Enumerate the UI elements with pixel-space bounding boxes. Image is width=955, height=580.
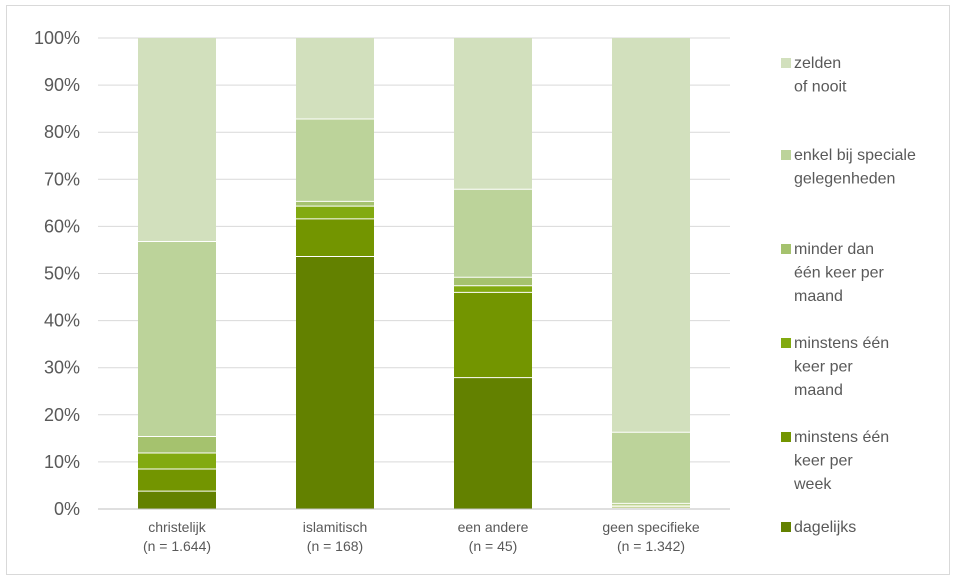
bar-segment	[138, 452, 216, 469]
x-tick-label: christelijk (n = 1.644)	[143, 519, 211, 554]
legend-swatch	[781, 244, 791, 254]
legend-label: minder dan één keer per maand	[794, 241, 885, 305]
bar-segment	[296, 218, 374, 257]
y-tick-label: 50%	[44, 264, 80, 284]
bar-segment	[138, 241, 216, 437]
bar-segment	[138, 491, 216, 509]
y-tick-label: 30%	[44, 358, 80, 378]
legend-item: enkel bij speciale gelegenheden	[781, 147, 916, 188]
bar-segment	[612, 506, 690, 509]
legend-label: enkel bij speciale gelegenheden	[794, 147, 916, 188]
legend-label: dagelijks	[794, 519, 856, 536]
y-tick-label: 20%	[44, 405, 80, 425]
legend-swatch	[781, 522, 791, 532]
bar-segment	[454, 377, 532, 509]
legend-label: zelden of nooit	[794, 55, 847, 96]
x-tick-label: islamitisch (n = 168)	[303, 519, 368, 554]
x-tick-label: een andere (n = 45)	[458, 519, 529, 554]
bar-segment	[296, 206, 374, 219]
bar-segment	[138, 38, 216, 242]
y-tick-label: 90%	[44, 75, 80, 95]
legend-item: dagelijks	[781, 519, 856, 536]
legend: zelden of nooit enkel bij speciale gelegenh…	[781, 55, 916, 536]
y-tick-label: 100%	[34, 28, 80, 48]
x-tick-label: geen specifieke (n = 1.342)	[602, 519, 700, 554]
bar-segment	[454, 277, 532, 286]
y-tick-label: 60%	[44, 216, 80, 236]
legend-item: minstens één keer per maand	[781, 335, 889, 399]
y-tick-label: 40%	[44, 311, 80, 331]
bar-segment	[296, 256, 374, 509]
bar-segment	[138, 468, 216, 492]
bar-segment	[138, 436, 216, 453]
legend-label: minstens één keer per week	[793, 429, 889, 493]
y-tick-label: 10%	[44, 452, 80, 472]
bar-segment	[296, 119, 374, 202]
bar-segment	[612, 38, 690, 433]
y-tick-label: 70%	[44, 169, 80, 189]
bar-segment	[612, 505, 690, 507]
bar-segment	[454, 38, 532, 190]
bar-segment	[296, 38, 374, 120]
bar-segment	[454, 285, 532, 293]
legend-label: minstens één keer per maand	[794, 335, 889, 399]
legend-item: zelden of nooit	[781, 55, 847, 96]
legend-item: minstens één keer per week	[781, 429, 889, 493]
bar-segment	[612, 432, 690, 504]
legend-swatch	[781, 150, 791, 160]
legend-swatch	[781, 58, 791, 68]
y-tick-label: 0%	[54, 499, 80, 519]
y-tick-label: 80%	[44, 122, 80, 142]
legend-swatch	[781, 432, 791, 442]
bar-segment	[296, 201, 374, 207]
x-axis: christelijk (n = 1.644) islamitisch (n = 16…	[98, 508, 730, 554]
bar-segment	[454, 189, 532, 278]
bars	[138, 38, 690, 509]
bar-segment	[612, 503, 690, 506]
legend-swatch	[781, 338, 791, 348]
legend-item: minder dan één keer per maand	[781, 241, 885, 305]
y-axis: 0% 10% 20% 30% 40% 50% 60% 70% 80% 90% 100%	[34, 28, 80, 519]
bar-segment	[454, 292, 532, 378]
